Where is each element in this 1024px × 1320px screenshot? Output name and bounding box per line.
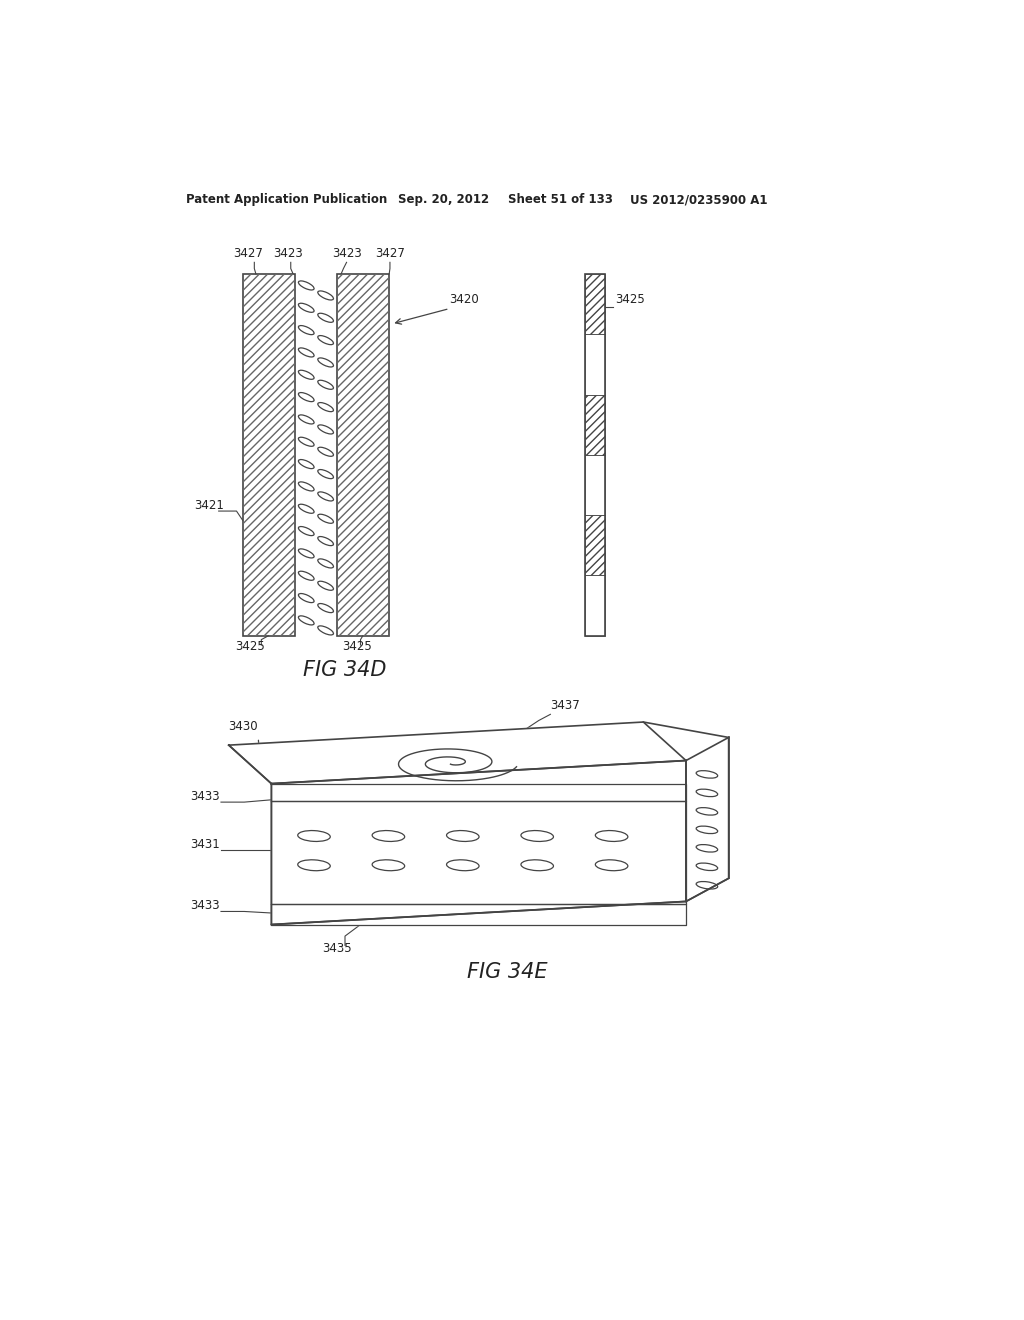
Polygon shape	[271, 801, 686, 904]
Ellipse shape	[298, 616, 314, 624]
Ellipse shape	[317, 403, 334, 412]
Ellipse shape	[298, 326, 314, 335]
Text: 3427: 3427	[233, 247, 263, 260]
Ellipse shape	[317, 558, 334, 568]
Bar	[586, 455, 604, 515]
Ellipse shape	[317, 626, 334, 635]
Ellipse shape	[298, 437, 314, 446]
Ellipse shape	[317, 380, 334, 389]
Ellipse shape	[298, 370, 314, 379]
Text: US 2012/0235900 A1: US 2012/0235900 A1	[630, 193, 768, 206]
Ellipse shape	[298, 459, 314, 469]
Ellipse shape	[317, 492, 334, 502]
Ellipse shape	[298, 594, 314, 603]
Text: 3433: 3433	[189, 789, 219, 803]
Text: 3421: 3421	[194, 499, 224, 512]
Bar	[586, 275, 604, 334]
Bar	[586, 576, 604, 636]
Bar	[586, 275, 604, 636]
Ellipse shape	[317, 335, 334, 345]
Text: 3423: 3423	[273, 247, 303, 260]
Polygon shape	[271, 784, 686, 801]
Ellipse shape	[298, 414, 314, 424]
Ellipse shape	[298, 549, 314, 558]
Text: 3420: 3420	[450, 293, 479, 306]
Text: 3425: 3425	[614, 293, 644, 306]
Text: 3425: 3425	[236, 640, 265, 652]
Ellipse shape	[317, 581, 334, 590]
Ellipse shape	[298, 504, 314, 513]
Bar	[586, 334, 604, 395]
Polygon shape	[271, 904, 686, 924]
Ellipse shape	[298, 482, 314, 491]
Ellipse shape	[317, 425, 334, 434]
Bar	[337, 275, 389, 636]
Ellipse shape	[298, 304, 314, 313]
Text: 3431: 3431	[189, 838, 219, 850]
Text: 3430: 3430	[228, 719, 258, 733]
Ellipse shape	[317, 603, 334, 612]
Ellipse shape	[298, 527, 314, 536]
Text: 3437: 3437	[550, 700, 581, 711]
Text: Sheet 51 of 133: Sheet 51 of 133	[508, 193, 612, 206]
Ellipse shape	[317, 536, 334, 545]
Text: Sep. 20, 2012: Sep. 20, 2012	[397, 193, 488, 206]
Bar	[337, 275, 389, 636]
Bar	[586, 515, 604, 576]
Ellipse shape	[317, 470, 334, 479]
Ellipse shape	[317, 447, 334, 457]
Text: FIG 34E: FIG 34E	[467, 962, 548, 982]
Bar	[243, 275, 295, 636]
Bar	[243, 275, 295, 636]
Ellipse shape	[317, 313, 334, 322]
Ellipse shape	[298, 348, 314, 356]
Text: 3435: 3435	[323, 941, 352, 954]
Ellipse shape	[317, 290, 334, 300]
Text: 3423: 3423	[332, 247, 361, 260]
Ellipse shape	[298, 281, 314, 290]
Ellipse shape	[298, 572, 314, 581]
Text: FIG 34D: FIG 34D	[303, 660, 387, 680]
Polygon shape	[228, 722, 686, 784]
Text: 3425: 3425	[342, 640, 372, 652]
Polygon shape	[686, 738, 729, 902]
Ellipse shape	[298, 392, 314, 401]
Text: 3433: 3433	[189, 899, 219, 912]
Text: 3427: 3427	[375, 247, 404, 260]
Ellipse shape	[317, 358, 334, 367]
Bar	[586, 395, 604, 455]
Text: Patent Application Publication: Patent Application Publication	[186, 193, 387, 206]
Ellipse shape	[317, 515, 334, 523]
